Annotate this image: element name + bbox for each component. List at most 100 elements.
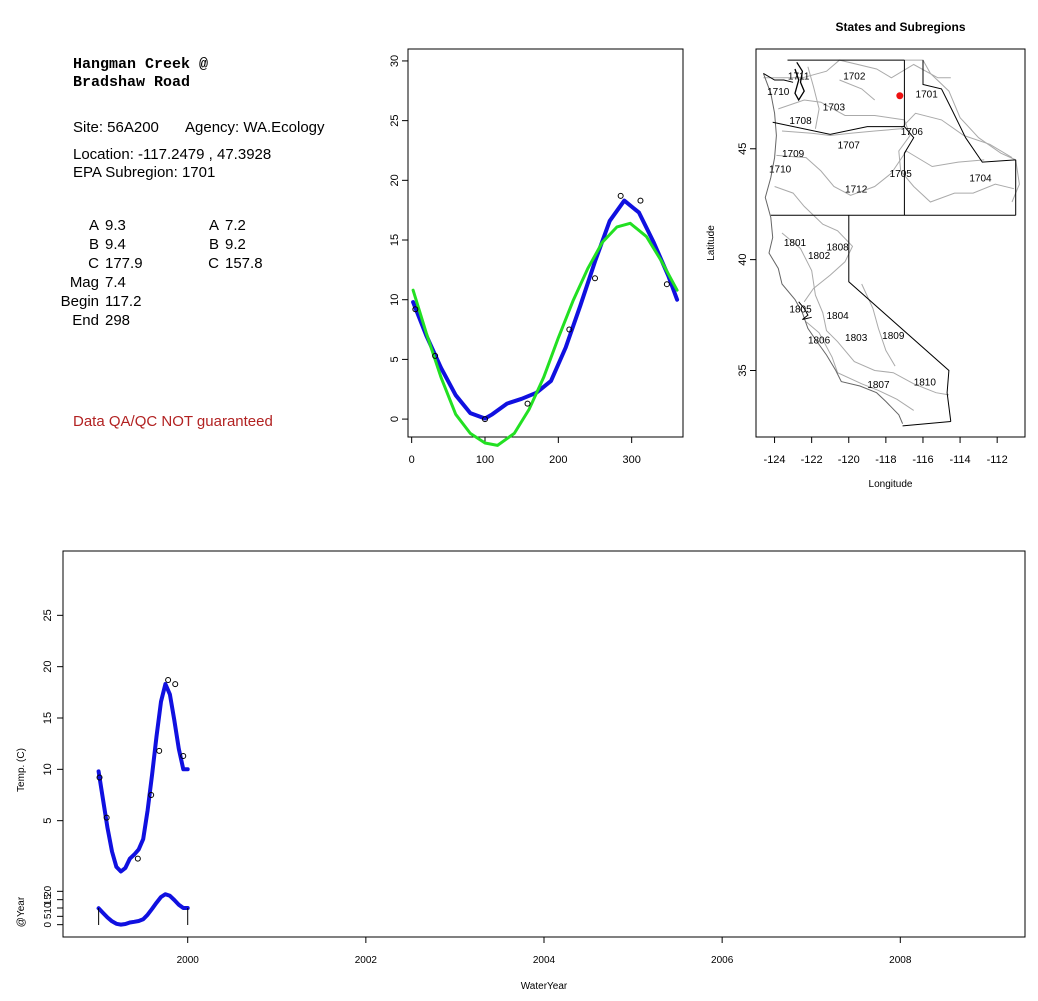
seasonal-scatter-plot: 0 100 200 300 0 5 10 15 20 25 30 [389,48,684,466]
observation-point [148,792,155,798]
subregion-label: 1701 [916,89,939,100]
observation-point [592,275,598,282]
x-tick-label: 2006 [711,955,734,966]
agency-label: Agency: WA.Ecology [185,119,325,136]
subregion-boundary [898,119,1015,203]
param-name: A [88,217,99,234]
state-boundary [902,421,951,427]
location-label: Location: -117.2479 , 47.3928 [73,146,272,163]
coastline-north [763,72,794,83]
y-tick-label: 15 [389,234,401,246]
subregion-label: 1706 [901,127,924,138]
observation-point [566,326,573,333]
param-value: 9.4 [105,236,126,253]
y-axis-label-secondary: @Year [16,896,27,927]
param-value-2: 7.2 [225,217,246,234]
param-value: 177.9 [105,255,143,272]
site-title: Hangman Creek @ Bradshaw Road [73,56,208,92]
observation-point [96,774,103,781]
subregion-label: EPA Subregion: 1701 [73,164,216,181]
subregion-label: 1801 [784,238,807,249]
y-tick-label: 5 [389,356,401,362]
parameter-table: A 9.3 A 7.2 B 9.4 B 9.2 C 177.9 C 157.8 Mag 7.4 Begin 1… [55,216,263,330]
subregion-boundary [774,186,854,303]
y-tick-label: 5 [42,818,54,824]
x-tick-label: 2002 [355,955,378,966]
subregion-map: States and Subregions -124 -122 -120 -118 -11… [706,20,1026,490]
observation-point [637,197,644,204]
param-row: A 9.3 A 7.2 [55,216,263,235]
qa-note: Data QA/QC NOT guaranteed [73,413,273,430]
site-title-line1: Hangman Creek @ [73,56,209,73]
plot-frame [755,48,1026,438]
param-value: 117.2 [105,293,142,310]
subregion-label: 1709 [782,149,805,160]
temperature-smooth-line [96,682,190,874]
x-axis-label: WaterYear [521,981,568,992]
subregion-label: 1806 [808,335,831,346]
observation-point [165,677,172,684]
observation-point [617,192,624,199]
param-value: 7.4 [105,274,126,291]
puget-sound-coast [794,61,805,102]
param-name: Mag [69,274,99,291]
year-smooth-line [96,892,190,927]
subregion-boundary [861,283,896,367]
subregion-label: 1808 [827,242,850,253]
observation-point [134,855,141,862]
y-tick-label: 20 [389,174,401,186]
y-tick-label: 15 [42,712,54,724]
param-name: C [88,255,99,272]
subregion-label: 1703 [823,103,846,114]
x-tick-label: 2004 [533,955,556,966]
state-boundary [922,60,1016,163]
subregion-label: 1802 [808,251,831,262]
x-tick-label: -122 [801,454,823,466]
subregion-boundary [778,99,905,121]
subregion-boundary [807,66,820,129]
subregion-label: 1803 [845,333,868,344]
y-axis-label: Latitude [706,225,717,261]
subregion-boundary [805,321,914,411]
x-tick-label: -116 [912,454,933,466]
plot-frame [62,550,1026,938]
plot-frame [407,48,684,438]
y-tick-label: 10 [389,294,401,306]
sine-fit-line [411,221,679,447]
subregion-label: 1710 [767,87,790,98]
y-tick-label-secondary: 20 [43,885,54,897]
subregion-label: 1707 [838,140,861,151]
subregion-label: 1809 [882,331,905,342]
param-name: B [88,236,99,253]
param-row: C 177.9 C 157.8 [55,254,262,273]
x-tick-label: -112 [987,454,1008,466]
subregion-boundary [839,79,876,101]
observation-point [103,814,110,821]
state-boundary [848,215,952,422]
x-tick-label: -120 [838,454,860,466]
subregion-label: 1702 [843,72,866,83]
y-tick-label: 40 [737,254,749,266]
map-title: States and Subregions [835,20,965,34]
param-row: Begin 117.2 [55,292,263,311]
state-boundary [772,121,905,135]
y-tick-label: 35 [737,364,749,376]
y-tick-label-secondary: 10 [43,902,54,914]
observation-point [412,306,419,313]
x-tick-label: 2008 [889,955,912,966]
observation-point [180,752,187,759]
x-tick-label: 100 [476,454,494,466]
state-boundary [903,126,915,216]
param-name-2: A [208,217,219,234]
observation-point [156,747,163,754]
y-tick-label: 45 [737,143,749,155]
observation-point [482,416,488,423]
site-title-line2: Bradshaw Road [73,74,191,91]
y-tick-label: 10 [42,763,54,775]
y-tick-label-secondary: 0 [43,921,54,927]
x-axis-label: Longitude [869,479,913,490]
subregion-label: 1810 [914,378,937,389]
param-name: Begin [60,293,99,310]
y-tick-label: 25 [389,115,401,127]
subregion-label: 1805 [789,304,812,315]
